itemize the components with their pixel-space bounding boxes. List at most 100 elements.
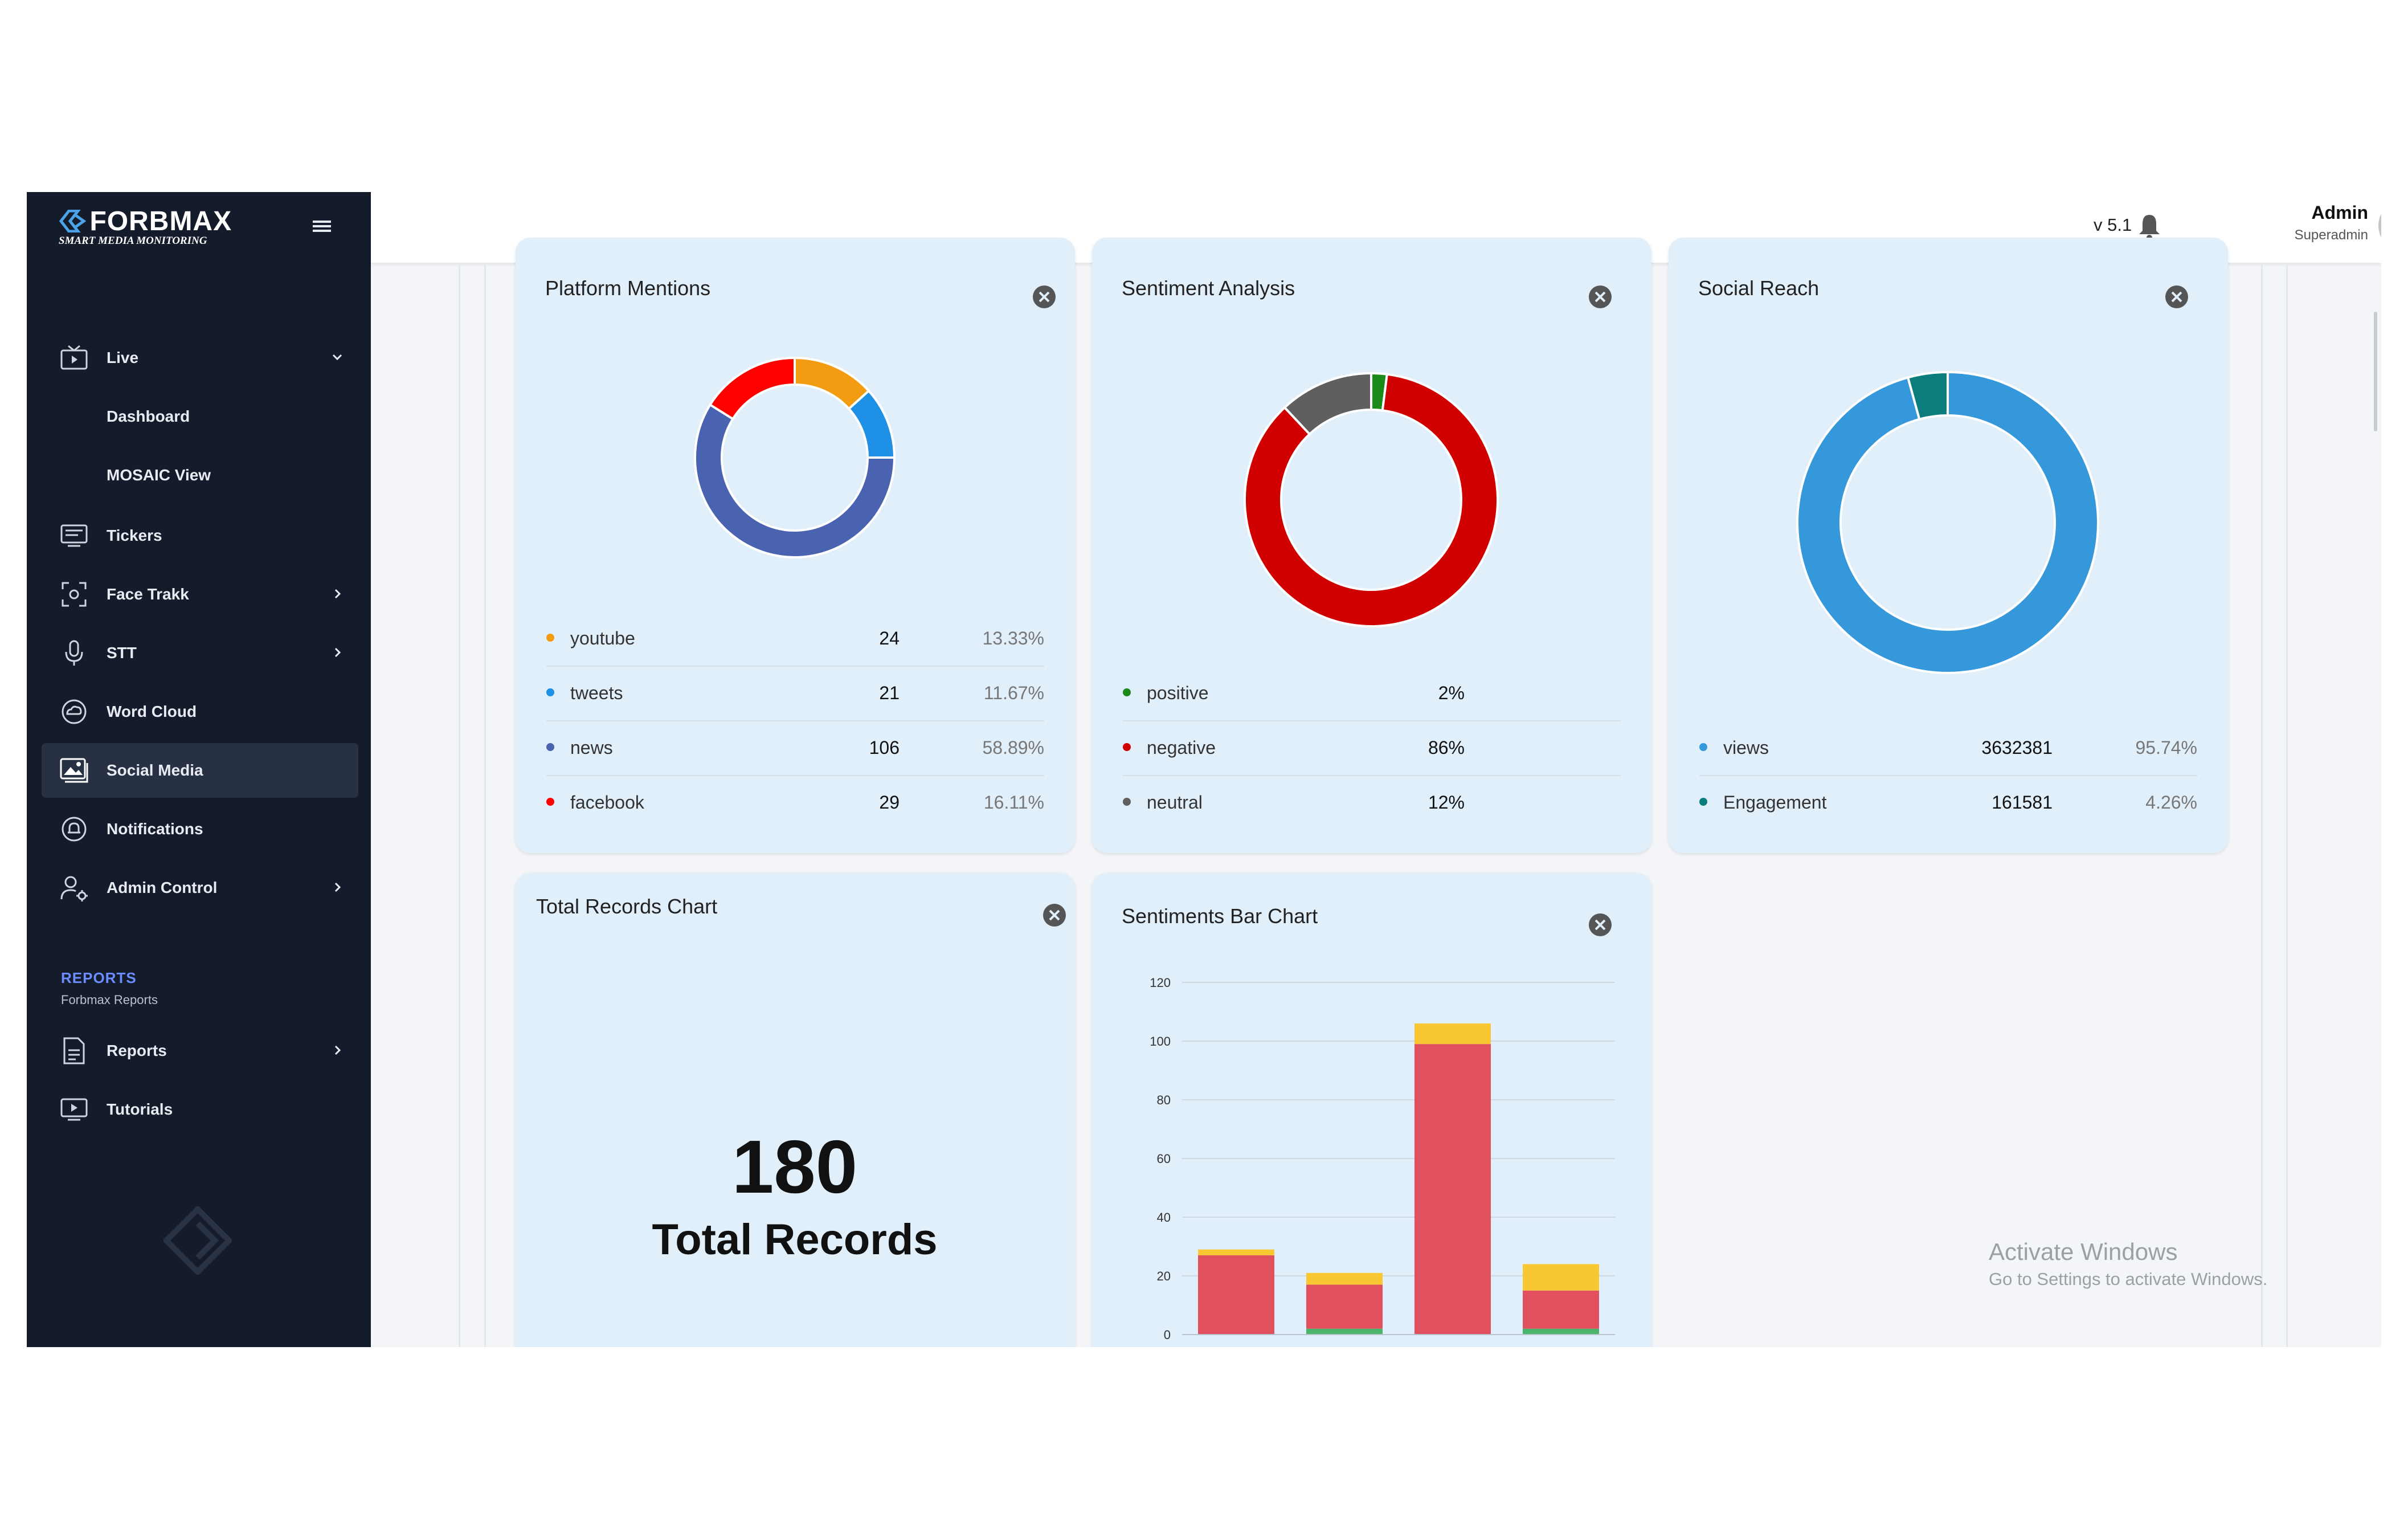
bar-segment-neutral[interactable] — [1523, 1264, 1599, 1291]
card-title: Sentiments Bar Chart — [1122, 904, 1318, 928]
sidebar: FORBMAX SMART MEDIA MONITORING Live Dash… — [27, 192, 371, 1347]
legend-dot — [1699, 743, 1707, 751]
logo[interactable]: FORBMAX SMART MEDIA MONITORING — [59, 206, 232, 247]
legend-value: 3632381 — [1981, 737, 2053, 758]
card-title: Total Records Chart — [536, 895, 718, 918]
bar-segment-neutral[interactable] — [1414, 1023, 1491, 1045]
bar-segment-negative[interactable] — [1414, 1044, 1491, 1335]
legend-value: 12% — [1428, 792, 1465, 813]
user-role: Superadmin — [2294, 227, 2368, 243]
legend-value: 86% — [1428, 737, 1465, 758]
legend-row-positive: positive 2% — [1123, 666, 1621, 721]
brand-tagline: SMART MEDIA MONITORING — [59, 235, 207, 247]
social-reach-donut — [1796, 370, 2099, 674]
donut-slice-views[interactable] — [1796, 370, 2099, 674]
sidebar-item-label: Social Media — [107, 761, 203, 779]
avatar[interactable]: A — [2378, 200, 2381, 251]
sidebar-item-stt[interactable]: STT — [42, 626, 358, 680]
legend-label: positive — [1147, 683, 1209, 703]
content-divider — [2286, 263, 2288, 1347]
legend-label: tweets — [570, 683, 623, 703]
windows-activation-watermark: Activate Windows Go to Settings to activ… — [1989, 1238, 2267, 1290]
legend-percent: 11.67% — [983, 683, 1044, 703]
sidebar-item-face-trakk[interactable]: Face Trakk — [42, 567, 358, 622]
notification-icon — [59, 814, 89, 845]
microphone-icon — [59, 638, 89, 668]
sentiments-bar-chart: 0 20 40 60 80 100 120 — [1150, 976, 1615, 1342]
image-gallery-icon — [59, 755, 89, 786]
user-settings-icon — [59, 872, 89, 903]
legend-dot — [546, 743, 554, 751]
close-icon[interactable] — [1588, 912, 1613, 937]
card-title: Sentiment Analysis — [1122, 276, 1295, 300]
bell-icon[interactable] — [2137, 211, 2162, 241]
sentiment-analysis-donut — [1244, 372, 1499, 627]
cloud-icon — [59, 696, 89, 727]
sidebar-item-tutorials[interactable]: Tutorials — [42, 1082, 358, 1137]
legend-dot — [1123, 688, 1131, 696]
donut-slice-negative[interactable] — [1244, 373, 1499, 627]
y-tick-label: 60 — [1157, 1152, 1171, 1166]
legend-value: 29 — [879, 792, 900, 813]
y-tick-label: 80 — [1157, 1093, 1171, 1107]
sidebar-subitem-dashboard[interactable]: Dashboard — [107, 407, 190, 425]
sidebar-item-social-media[interactable]: Social Media — [42, 743, 358, 798]
bar-segment-neutral[interactable] — [1306, 1272, 1383, 1285]
close-icon[interactable] — [2164, 284, 2189, 309]
chevron-right-icon — [334, 1045, 341, 1055]
sidebar-item-admin-control[interactable]: Admin Control — [42, 860, 358, 915]
close-icon[interactable] — [1032, 284, 1057, 309]
platform-mentions-card: Platform Mentions youtube 24 13.33% twee… — [516, 238, 1075, 853]
legend-dot — [546, 688, 554, 696]
sidebar-item-word-cloud[interactable]: Word Cloud — [42, 684, 358, 739]
total-records-label: Total Records — [652, 1215, 938, 1264]
bar-segment-negative[interactable] — [1198, 1255, 1274, 1335]
legend-label: facebook — [570, 792, 644, 813]
chevron-right-icon — [334, 589, 341, 599]
bar-segment-positive[interactable] — [1523, 1328, 1599, 1335]
y-tick-label: 120 — [1150, 976, 1171, 990]
social-reach-card: Social Reach views 3632381 95.74% Engage… — [1669, 238, 2228, 853]
y-tick-label: 100 — [1150, 1034, 1171, 1049]
card-title: Platform Mentions — [545, 276, 711, 300]
bar-segment-neutral[interactable] — [1198, 1249, 1274, 1255]
legend-label: negative — [1147, 737, 1216, 758]
content-divider — [484, 263, 486, 1347]
legend-row-news: news 106 58.89% — [546, 720, 1044, 776]
donut-slice-engagement[interactable] — [1906, 370, 1949, 421]
legend-row-engagement: Engagement 161581 4.26% — [1699, 775, 2197, 830]
donut-slice-neutral[interactable] — [1283, 372, 1372, 436]
sidebar-item-tickers[interactable]: Tickers — [42, 508, 358, 563]
reports-section-title: REPORTS — [61, 969, 137, 986]
sentiments-bar-chart-card: Sentiments Bar Chart 0 20 40 60 80 100 120 — [1092, 873, 1651, 1347]
app-window: FORBMAX SMART MEDIA MONITORING Live Dash… — [27, 192, 2381, 1347]
legend-row-views: views 3632381 95.74% — [1699, 720, 2197, 776]
donut-slice-facebook[interactable] — [708, 356, 796, 421]
legend-dot — [1123, 798, 1131, 806]
menu-toggle-icon[interactable] — [313, 221, 331, 235]
bar-segment-negative[interactable] — [1306, 1284, 1383, 1329]
bar-segment-positive[interactable] — [1306, 1328, 1383, 1335]
bar-segment-negative[interactable] — [1523, 1290, 1599, 1329]
legend-label: youtube — [570, 628, 635, 648]
video-icon — [59, 1094, 89, 1125]
content-divider — [2261, 263, 2263, 1347]
legend-label: neutral — [1147, 792, 1203, 813]
legend-row-tweets: tweets 21 11.67% — [546, 666, 1044, 721]
sidebar-item-label: Tickers — [107, 527, 162, 544]
sidebar-subitem-mosaic-view[interactable]: MOSAIC View — [107, 466, 211, 484]
face-scan-icon — [59, 579, 89, 610]
sidebar-item-label: Reports — [107, 1042, 167, 1059]
donut-slice-news[interactable] — [694, 403, 896, 558]
legend-row-facebook: facebook 29 16.11% — [546, 775, 1044, 830]
sidebar-item-live[interactable]: Live — [42, 331, 358, 385]
sidebar-item-label: Face Trakk — [107, 585, 189, 603]
legend-row-neutral: neutral 12% — [1123, 775, 1621, 830]
sidebar-item-notifications[interactable]: Notifications — [42, 802, 358, 856]
scrollbar-thumb[interactable] — [2374, 312, 2377, 431]
close-icon[interactable] — [1588, 284, 1613, 309]
sidebar-item-reports[interactable]: Reports — [42, 1023, 358, 1078]
close-icon[interactable] — [1042, 903, 1067, 928]
legend-percent: 16.11% — [983, 792, 1044, 813]
legend-dot — [1123, 743, 1131, 751]
